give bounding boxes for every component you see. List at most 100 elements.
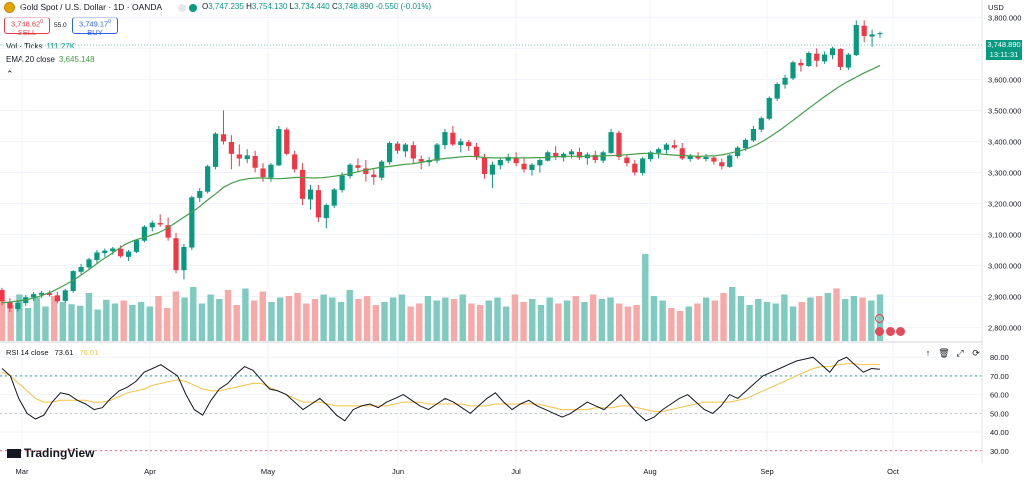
- last-price-tag: 3,748.890: [986, 40, 1022, 50]
- us-flag-event-icon-2[interactable]: [886, 327, 895, 336]
- maximize-pane-icon[interactable]: ⤢: [956, 348, 964, 358]
- candle: [355, 158, 361, 173]
- volume-bar: [172, 291, 180, 341]
- volume-bar: [294, 293, 301, 341]
- rsi-line: [1, 356, 881, 422]
- volume-bar: [276, 297, 284, 341]
- price-tick-label: 3,600.000: [988, 75, 1021, 84]
- ema-legend[interactable]: EMA 20 close 3,645.148: [6, 55, 95, 64]
- candle: [766, 96, 772, 121]
- candle: [790, 60, 796, 80]
- rsi-axis[interactable]: 80.00 70.00 60.00 50.00 40.00 30.00: [990, 353, 1009, 456]
- rsi-tick-label: 50.00: [990, 409, 1009, 418]
- candle: [466, 139, 472, 151]
- candle: [125, 250, 132, 261]
- ohlc-values: O3,747.235 H3,754.130 L3,734.440 C3,748.…: [202, 2, 431, 11]
- currency-label[interactable]: USD: [988, 3, 1004, 12]
- candle: [758, 116, 764, 133]
- volume-bar: [729, 287, 736, 341]
- move-pane-up-icon[interactable]: ↑: [925, 348, 931, 358]
- delete-pane-icon[interactable]: 🗑: [938, 348, 950, 358]
- price-tick-label: 2,900.000: [988, 293, 1021, 302]
- candle: [632, 160, 638, 176]
- volume-bar: [42, 306, 49, 341]
- candle: [592, 150, 598, 164]
- sell-price-sup: 0: [40, 19, 43, 25]
- market-status-icon[interactable]: [178, 4, 186, 12]
- ema-line: [1, 64, 881, 304]
- collapse-legend-chevron-icon[interactable]: ⌃: [6, 69, 14, 79]
- us-flag-event-icon[interactable]: [875, 327, 884, 336]
- time-tick-label: Oct: [887, 467, 900, 476]
- rsi-ma-legend-value: 76.01: [79, 348, 99, 357]
- pane-settings-icon[interactable]: ⟳: [972, 348, 980, 358]
- market-open-icon[interactable]: [189, 4, 197, 12]
- high-label: H: [246, 2, 252, 11]
- candle: [450, 125, 456, 147]
- volume-bar: [424, 296, 432, 341]
- volume-bar: [850, 296, 858, 341]
- rsi-tick-label: 40.00: [990, 428, 1009, 437]
- candle: [347, 163, 353, 179]
- volume-bar: [111, 303, 119, 341]
- volume-bar: [372, 305, 380, 341]
- buy-label: BUY: [87, 27, 103, 37]
- price-tick-label: 2,800.000: [988, 324, 1021, 333]
- volume-legend[interactable]: Vol · Ticks 111.27K: [6, 42, 75, 51]
- volume-bar: [633, 305, 640, 341]
- volume-bar: [363, 296, 371, 341]
- candle: [157, 214, 163, 227]
- volume-bar: [337, 302, 345, 341]
- volume-bar: [381, 302, 388, 341]
- price-axis[interactable]: 3,800.0003,700.0003,600.0003,500.0003,40…: [988, 13, 1021, 332]
- volume-bar: [285, 296, 293, 341]
- rsi-tick-label: 60.00: [990, 391, 1009, 400]
- rsi-legend[interactable]: RSI 14 close 73.61 76.01: [6, 348, 98, 357]
- volume-bar: [815, 296, 823, 341]
- ema-legend-value: 3,645.148: [58, 55, 95, 64]
- volume-bar: [120, 300, 127, 341]
- volume-bar: [433, 300, 440, 341]
- volume-bar: [311, 299, 319, 341]
- volume-bar: [303, 303, 310, 341]
- chart-grid: [0, 0, 982, 463]
- volume-bar: [537, 305, 545, 341]
- close-label: C: [331, 2, 338, 11]
- low-label: L: [289, 2, 295, 11]
- volume-bar: [190, 287, 197, 341]
- candle: [38, 290, 45, 299]
- candle: [394, 141, 401, 154]
- rsi-legend-name: RSI 14 close: [6, 348, 49, 357]
- symbol-title[interactable]: Gold Spot / U.S. Dollar · 1D · OANDA: [20, 2, 163, 12]
- candle: [379, 160, 385, 181]
- us-flag-event-icon-3[interactable]: [896, 327, 905, 336]
- volume-bar: [137, 302, 145, 341]
- event-flash-icon[interactable]: [875, 314, 884, 323]
- volume-bar: [181, 297, 188, 341]
- volume-bar: [250, 300, 258, 341]
- open-label: O: [202, 2, 209, 11]
- candle: [31, 291, 37, 302]
- volume-bar: [346, 290, 353, 341]
- open-value: 3,747.235: [208, 2, 244, 11]
- candle: [877, 31, 883, 38]
- candle: [774, 82, 780, 102]
- volume-bars: [0, 254, 884, 341]
- time-axis[interactable]: Mar Apr May Jun Jul Aug Sep Oct: [16, 467, 900, 476]
- volume-bar: [24, 308, 32, 341]
- candle: [323, 203, 329, 229]
- candle: [521, 158, 527, 173]
- volume-bar: [720, 293, 727, 341]
- volume-bar: [224, 290, 232, 341]
- candle: [671, 139, 677, 150]
- volume-bar: [763, 302, 771, 341]
- countdown-tag: 13:11:31: [986, 50, 1022, 60]
- price-tick-label: 3,000.000: [988, 262, 1021, 271]
- volume-bar: [833, 288, 840, 341]
- candle: [410, 141, 416, 164]
- candle: [663, 142, 670, 154]
- volume-bar: [398, 294, 406, 341]
- tradingview-logo[interactable]: TradingView: [7, 446, 94, 460]
- candle: [513, 152, 519, 167]
